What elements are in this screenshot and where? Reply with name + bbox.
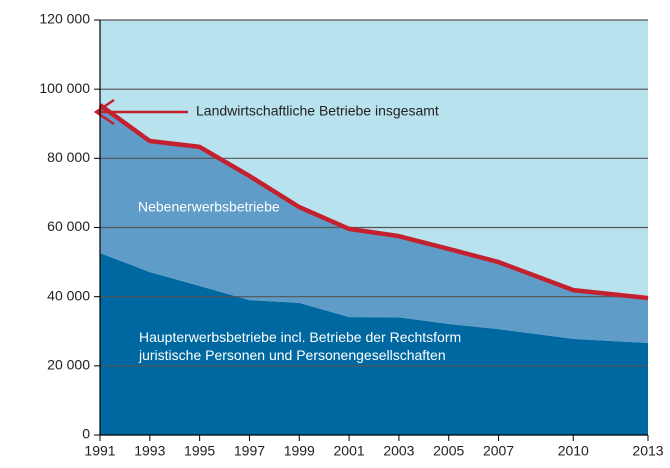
x-tick-label: 1997 [234,443,265,459]
y-tick-label: 40 000 [47,287,90,303]
y-tick-label: 60 000 [47,218,90,234]
x-tick-label: 1993 [134,443,165,459]
y-tick-label: 120 000 [39,11,90,27]
x-tick-label: 2001 [334,443,365,459]
area [100,105,648,344]
x-tick-label: 2005 [433,443,464,459]
x-tick-label: 2013 [632,443,663,459]
x-tick-label: 1995 [184,443,215,459]
x-tick-label: 2003 [383,443,414,459]
line-label: Landwirtschaftliche Betriebe insgesamt [196,103,439,119]
x-tick-label: 1991 [84,443,115,459]
plot-area [98,19,649,435]
line [98,103,649,301]
y-tick-label: 0 [82,426,90,442]
x-tick-label: 1999 [284,443,315,459]
y-tick-label: 80 000 [47,149,90,165]
area-label: Haupterwerbsbetriebe incl. Betriebe der … [139,329,462,363]
y-tick-label: 100 000 [39,80,90,96]
area-label: Nebenerwerbsbetriebe [138,199,280,215]
x-tick-label: 2010 [558,443,589,459]
area [100,253,648,435]
y-tick-label: 20 000 [47,357,90,373]
annotation-arrow [93,98,188,126]
x-tick-label: 2007 [483,443,514,459]
